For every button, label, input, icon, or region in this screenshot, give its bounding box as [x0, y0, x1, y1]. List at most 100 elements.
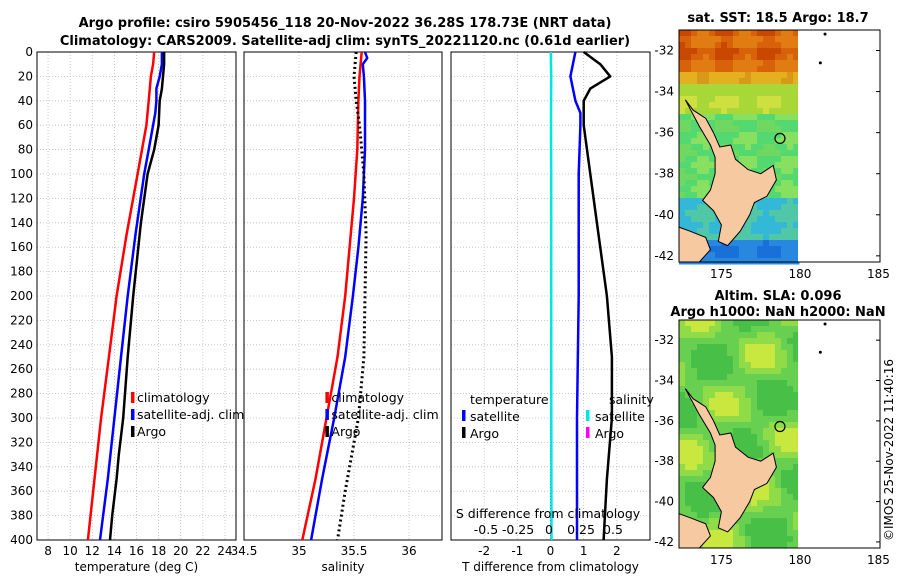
map-cell: [679, 78, 686, 85]
map-cell: [769, 246, 776, 253]
map-cell: [679, 476, 686, 483]
map-cell: [703, 512, 710, 519]
map-cell: [781, 216, 788, 223]
map-cell: [751, 332, 758, 339]
series-line-temperature-satellite: [569, 51, 582, 540]
map-cell: [709, 500, 716, 507]
map-cell: [775, 524, 782, 531]
map-cell: [757, 84, 764, 91]
y-tick-label: 20: [18, 69, 33, 83]
map-cell: [775, 362, 782, 369]
map-cell: [751, 446, 758, 453]
map-cell: [751, 222, 758, 229]
map-cell: [775, 500, 782, 507]
map-cell: [781, 48, 788, 55]
map-cell: [679, 458, 686, 465]
map-cell: [715, 404, 722, 411]
map-cell: [733, 60, 740, 67]
map-cell: [775, 60, 782, 67]
map-cell: [691, 84, 698, 91]
map-cell: [745, 446, 752, 453]
map-cell: [757, 204, 764, 211]
map-cell: [679, 66, 686, 73]
map-cell: [679, 392, 686, 399]
x-tick-label: 0: [547, 544, 555, 558]
legend-label: satellite-adj. clim: [137, 407, 244, 422]
map-cell: [781, 156, 788, 163]
map-cell: [715, 536, 722, 543]
map-cell: [775, 120, 782, 127]
map-cell: [715, 320, 722, 327]
map-cell: [715, 78, 722, 85]
map-cell: [781, 240, 788, 247]
map-cell: [709, 126, 716, 133]
map-cell: [757, 156, 764, 163]
map-cell: [775, 476, 782, 483]
map-cell: [781, 326, 788, 333]
map-cell: [757, 102, 764, 109]
map-cell: [709, 398, 716, 405]
map-cell: [691, 180, 698, 187]
map-cell: [793, 198, 800, 205]
map-cell: [769, 138, 776, 145]
map-cell: [769, 96, 776, 103]
map-cell: [787, 332, 794, 339]
map-cell: [733, 332, 740, 339]
map-cell: [751, 416, 758, 423]
map-cell: [685, 114, 692, 121]
map-cell: [745, 368, 752, 375]
map-cell: [769, 156, 776, 163]
map-cell: [757, 222, 764, 229]
map-cell: [781, 60, 788, 67]
map-cell: [793, 258, 800, 265]
map-cell: [763, 96, 770, 103]
map-cell: [679, 138, 686, 145]
y-tick-label: 360: [10, 484, 33, 498]
map-cell: [709, 48, 716, 55]
map-cell: [757, 48, 764, 55]
map-cell: [793, 332, 800, 339]
map-cell: [781, 398, 788, 405]
map-cell: [703, 518, 710, 525]
map-cell: [793, 132, 800, 139]
map-cell: [769, 500, 776, 507]
map-cell: [721, 66, 728, 73]
map-cell: [691, 30, 698, 37]
map-cell: [703, 500, 710, 507]
map-cell: [757, 440, 764, 447]
map-cell: [763, 156, 770, 163]
map-cell: [757, 542, 764, 549]
map-cell: [709, 168, 716, 175]
map-cell: [745, 440, 752, 447]
map-cell: [775, 506, 782, 513]
map-cell: [697, 102, 704, 109]
map-cell: [745, 344, 752, 351]
map-cell: [703, 42, 710, 49]
map-cell: [679, 386, 686, 393]
map-cell: [733, 234, 740, 241]
map-cell: [757, 150, 764, 157]
map-cell: [685, 192, 692, 199]
map-cell: [793, 326, 800, 333]
map-cell: [751, 356, 758, 363]
map-cell: [751, 440, 758, 447]
map-cell: [679, 374, 686, 381]
map-cell: [775, 210, 782, 217]
watermark: ©IMOS 25-Nov-2022 11:40:16: [882, 359, 896, 541]
map-cell: [775, 126, 782, 133]
map-cell: [757, 96, 764, 103]
map-cell: [775, 410, 782, 417]
map-cell: [721, 332, 728, 339]
x-tick-label: 36: [401, 544, 416, 558]
map-cell: [715, 84, 722, 91]
map-cell: [703, 150, 710, 157]
map-cell: [781, 228, 788, 235]
map-cell: [751, 350, 758, 357]
map-cell: [679, 30, 686, 37]
map-cell: [715, 228, 722, 235]
map-cell: [739, 96, 746, 103]
map-cell: [733, 404, 740, 411]
map-cell: [751, 422, 758, 429]
map-cell: [679, 48, 686, 55]
map-cell: [715, 542, 722, 549]
